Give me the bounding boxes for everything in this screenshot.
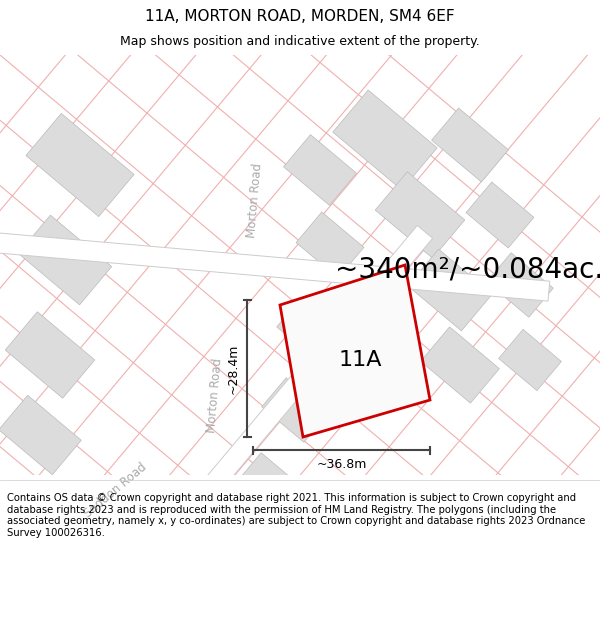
Polygon shape (466, 182, 534, 248)
Polygon shape (0, 229, 550, 301)
Text: Seddon Road: Seddon Road (81, 460, 149, 520)
Text: ~340m²/~0.084ac.: ~340m²/~0.084ac. (335, 256, 600, 284)
Text: Morton Road: Morton Road (205, 357, 225, 433)
Polygon shape (487, 253, 553, 318)
Polygon shape (408, 249, 492, 331)
Polygon shape (284, 134, 356, 206)
Text: ~28.4m: ~28.4m (227, 343, 239, 394)
Text: Morton Road: Morton Road (245, 162, 265, 238)
Text: 11A, MORTON ROAD, MORDEN, SM4 6EF: 11A, MORTON ROAD, MORDEN, SM4 6EF (145, 9, 455, 24)
Polygon shape (431, 108, 508, 182)
Polygon shape (18, 215, 112, 305)
Text: Contains OS data © Crown copyright and database right 2021. This information is : Contains OS data © Crown copyright and d… (7, 493, 586, 538)
Polygon shape (280, 265, 430, 437)
Polygon shape (333, 90, 437, 190)
Polygon shape (0, 226, 433, 625)
Polygon shape (499, 329, 562, 391)
Polygon shape (0, 395, 81, 475)
Polygon shape (375, 172, 465, 258)
Text: ~36.8m: ~36.8m (316, 458, 367, 471)
Polygon shape (237, 452, 303, 518)
Polygon shape (277, 298, 343, 362)
Polygon shape (421, 327, 499, 403)
Polygon shape (26, 113, 134, 217)
Text: 11A: 11A (338, 350, 382, 370)
Polygon shape (262, 378, 328, 442)
Polygon shape (5, 312, 95, 398)
Polygon shape (296, 212, 364, 278)
Text: Map shows position and indicative extent of the property.: Map shows position and indicative extent… (120, 35, 480, 48)
